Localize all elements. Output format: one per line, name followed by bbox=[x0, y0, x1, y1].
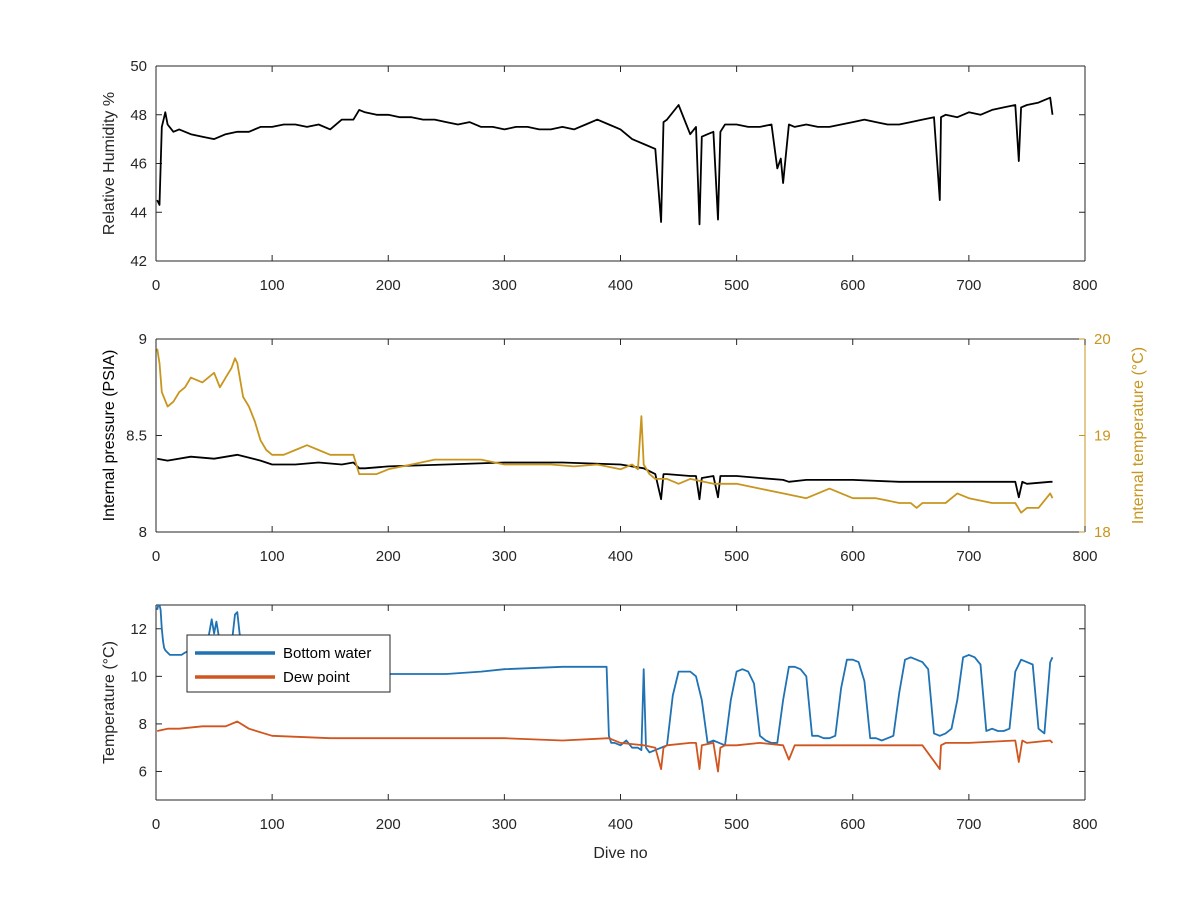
series-line-right-1 bbox=[156, 348, 1054, 514]
y-tick-label: 12 bbox=[130, 621, 147, 638]
y-axis-label: Relative Humidity % bbox=[101, 92, 118, 235]
y2-tick-label: 18 bbox=[1094, 524, 1111, 541]
x-tick-label: 0 bbox=[152, 816, 160, 833]
x-tick-label: 800 bbox=[1072, 816, 1097, 833]
y-axis-label: Temperature (°C) bbox=[101, 641, 118, 764]
x-tick-label: 500 bbox=[724, 277, 749, 294]
y-tick-label: 42 bbox=[130, 253, 147, 270]
y-tick-label: 8 bbox=[139, 716, 147, 733]
series-line-left-0 bbox=[157, 453, 1053, 501]
x-tick-label: 400 bbox=[608, 816, 633, 833]
x-tick-label: 700 bbox=[956, 548, 981, 565]
x-tick-label: 200 bbox=[376, 816, 401, 833]
legend-box bbox=[186, 634, 391, 693]
x-tick-label: 300 bbox=[492, 548, 517, 565]
x-tick-label: 600 bbox=[840, 816, 865, 833]
x-tick-label: 200 bbox=[376, 548, 401, 565]
panel-top: 0 100 200 300 400 500 600 700 800 42 44 46 48 50 Relat… bbox=[101, 58, 1098, 294]
series-line-dew-point bbox=[157, 720, 1054, 773]
x-tick-label: 500 bbox=[724, 548, 749, 565]
y-tick-label: 10 bbox=[130, 668, 147, 685]
series-line-main-0 bbox=[156, 96, 1054, 226]
panel-middle: 0 100 200 300 400 500 600 700 800 8 8.5 9 18 19 20 Inte… bbox=[101, 331, 1147, 565]
y-axis-label: Internal pressure (PSIA) bbox=[101, 350, 118, 522]
y-tick-label: 50 bbox=[130, 58, 147, 75]
legend: Bottom water Dew point bbox=[186, 634, 391, 693]
y2-axis-label: Internal temperature (°C) bbox=[1130, 347, 1147, 524]
x-tick-label: 700 bbox=[956, 816, 981, 833]
series-line-bottom-water bbox=[156, 605, 1054, 754]
x-tick-label: 400 bbox=[608, 277, 633, 294]
x-tick-label: 400 bbox=[608, 548, 633, 565]
y-tick-label: 9 bbox=[139, 331, 147, 348]
y-tick-label: 8 bbox=[139, 524, 147, 541]
y-tick-label: 6 bbox=[139, 763, 147, 780]
x-tick-label: 100 bbox=[260, 548, 285, 565]
y-tick-label: 46 bbox=[130, 156, 147, 173]
y-tick-label: 48 bbox=[130, 107, 147, 124]
y2-tick-label: 20 bbox=[1094, 331, 1111, 348]
x-tick-label: 800 bbox=[1072, 548, 1097, 565]
x-axis-label: Dive no bbox=[593, 845, 647, 862]
y-tick-label: 8.5 bbox=[126, 428, 147, 445]
y-tick-label: 44 bbox=[130, 204, 147, 221]
x-tick-label: 200 bbox=[376, 277, 401, 294]
x-tick-label: 100 bbox=[260, 277, 285, 294]
x-tick-label: 700 bbox=[956, 277, 981, 294]
panel-bottom: 0 100 200 300 400 500 600 700 800 6 8 10 12 Temperatu… bbox=[101, 604, 1098, 862]
x-tick-label: 600 bbox=[840, 277, 865, 294]
x-tick-label: 0 bbox=[152, 548, 160, 565]
y2-tick-label: 19 bbox=[1094, 428, 1111, 445]
x-tick-label: 800 bbox=[1072, 277, 1097, 294]
x-tick-label: 0 bbox=[152, 277, 160, 294]
x-tick-label: 300 bbox=[492, 277, 517, 294]
x-tick-label: 300 bbox=[492, 816, 517, 833]
x-tick-label: 600 bbox=[840, 548, 865, 565]
x-tick-label: 100 bbox=[260, 816, 285, 833]
x-tick-label: 500 bbox=[724, 816, 749, 833]
legend-label: Bottom water bbox=[283, 645, 371, 662]
legend-label: Dew point bbox=[283, 669, 351, 686]
